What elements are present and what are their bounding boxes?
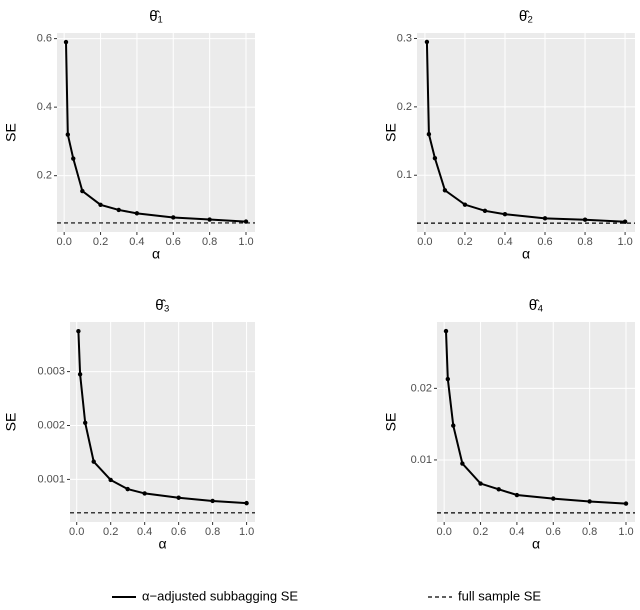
x-tick-label: 1.0 [617,236,632,248]
plot-background [70,322,255,522]
x-tick-label: 0.2 [473,526,488,538]
point [134,211,140,216]
x-tick-label: 0.6 [546,526,561,538]
x-tick-label: 0.2 [103,526,118,538]
point [622,219,628,224]
x-tick-label: 0.8 [582,526,597,538]
legend-label: full sample SE [458,588,541,603]
point [451,423,456,428]
y-tick-label: 0.1 [397,169,412,181]
point [210,498,215,504]
x-tick-label: 0.4 [137,526,152,538]
plot-background [417,33,635,232]
point [442,188,448,193]
point [77,372,83,377]
point [502,212,508,217]
point [63,39,69,45]
panel-title: θ̂₂ [519,8,533,25]
x-tick-label: 0.6 [537,236,552,248]
x-tick-label: 0.2 [93,236,108,248]
point [171,215,176,220]
y-tick-label: 0.02 [411,382,432,394]
point [207,217,212,222]
x-tick-label: 1.0 [239,526,254,538]
x-tick-label: 1.0 [238,236,253,248]
x-axis-title: α [152,246,160,262]
x-tick-label: 0.0 [437,526,452,538]
x-tick-label: 0.0 [57,236,72,248]
point [142,491,147,496]
y-axis-title: SE [3,123,19,142]
y-axis-title: SE [383,413,399,432]
point [83,420,88,426]
plot-background [437,322,635,522]
x-tick-label: 0.6 [166,236,181,248]
x-tick-label: 0.2 [457,236,472,248]
y-axis-title: SE [3,413,19,432]
point [65,132,71,137]
legend-label: α−adjusted subbagging SE [142,588,298,603]
point [482,208,488,214]
panel-title: θ̂₃ [155,297,169,314]
point [443,328,449,334]
point [125,486,130,492]
point [432,155,438,161]
y-axis-title: SE [383,123,399,142]
y-tick-label: 0.002 [37,419,65,431]
point [478,481,483,486]
y-tick-label: 0.4 [37,101,52,113]
plot-background [57,33,255,232]
y-tick-label: 0.003 [37,366,65,378]
panel-title: θ̂₄ [529,297,543,314]
x-tick-label: 1.0 [618,526,633,538]
series-line [445,331,627,505]
series-line [65,42,247,223]
point [551,496,556,501]
series-line [425,41,626,223]
point [462,202,468,207]
point [496,487,501,492]
x-tick-label: 0.8 [577,236,592,248]
point [542,216,548,221]
point [587,499,592,504]
x-tick-label: 0.0 [69,526,84,538]
point [244,500,249,506]
x-tick-label: 0.0 [417,236,432,248]
x-axis-title: α [522,246,530,262]
x-tick-label: 0.6 [171,526,186,538]
point [80,188,85,194]
point [98,202,103,207]
y-tick-label: 0.2 [397,101,412,113]
y-tick-label: 0.3 [397,32,412,44]
x-tick-label: 0.4 [497,236,512,248]
point [116,207,121,213]
point [514,492,520,498]
point [582,217,588,222]
point [623,501,629,506]
point [243,219,249,224]
panel-title: θ̂₁ [149,8,162,25]
point [426,132,432,137]
y-tick-label: 0.6 [37,33,52,45]
point [71,156,76,161]
x-axis-title: α [532,536,540,552]
point [460,461,465,466]
point [76,328,81,334]
x-tick-label: 0.8 [202,236,217,248]
x-tick-label: 0.8 [205,526,220,538]
x-tick-label: 0.4 [129,236,144,248]
y-tick-label: 0.2 [37,170,52,182]
point [176,495,181,500]
x-axis-title: α [158,536,166,552]
point [424,39,430,45]
point [108,477,113,483]
point [91,459,96,464]
x-tick-label: 0.4 [509,526,524,538]
y-tick-label: 0.01 [411,454,432,466]
series-line [77,331,247,505]
point [445,376,451,382]
y-tick-label: 0.001 [37,473,65,485]
